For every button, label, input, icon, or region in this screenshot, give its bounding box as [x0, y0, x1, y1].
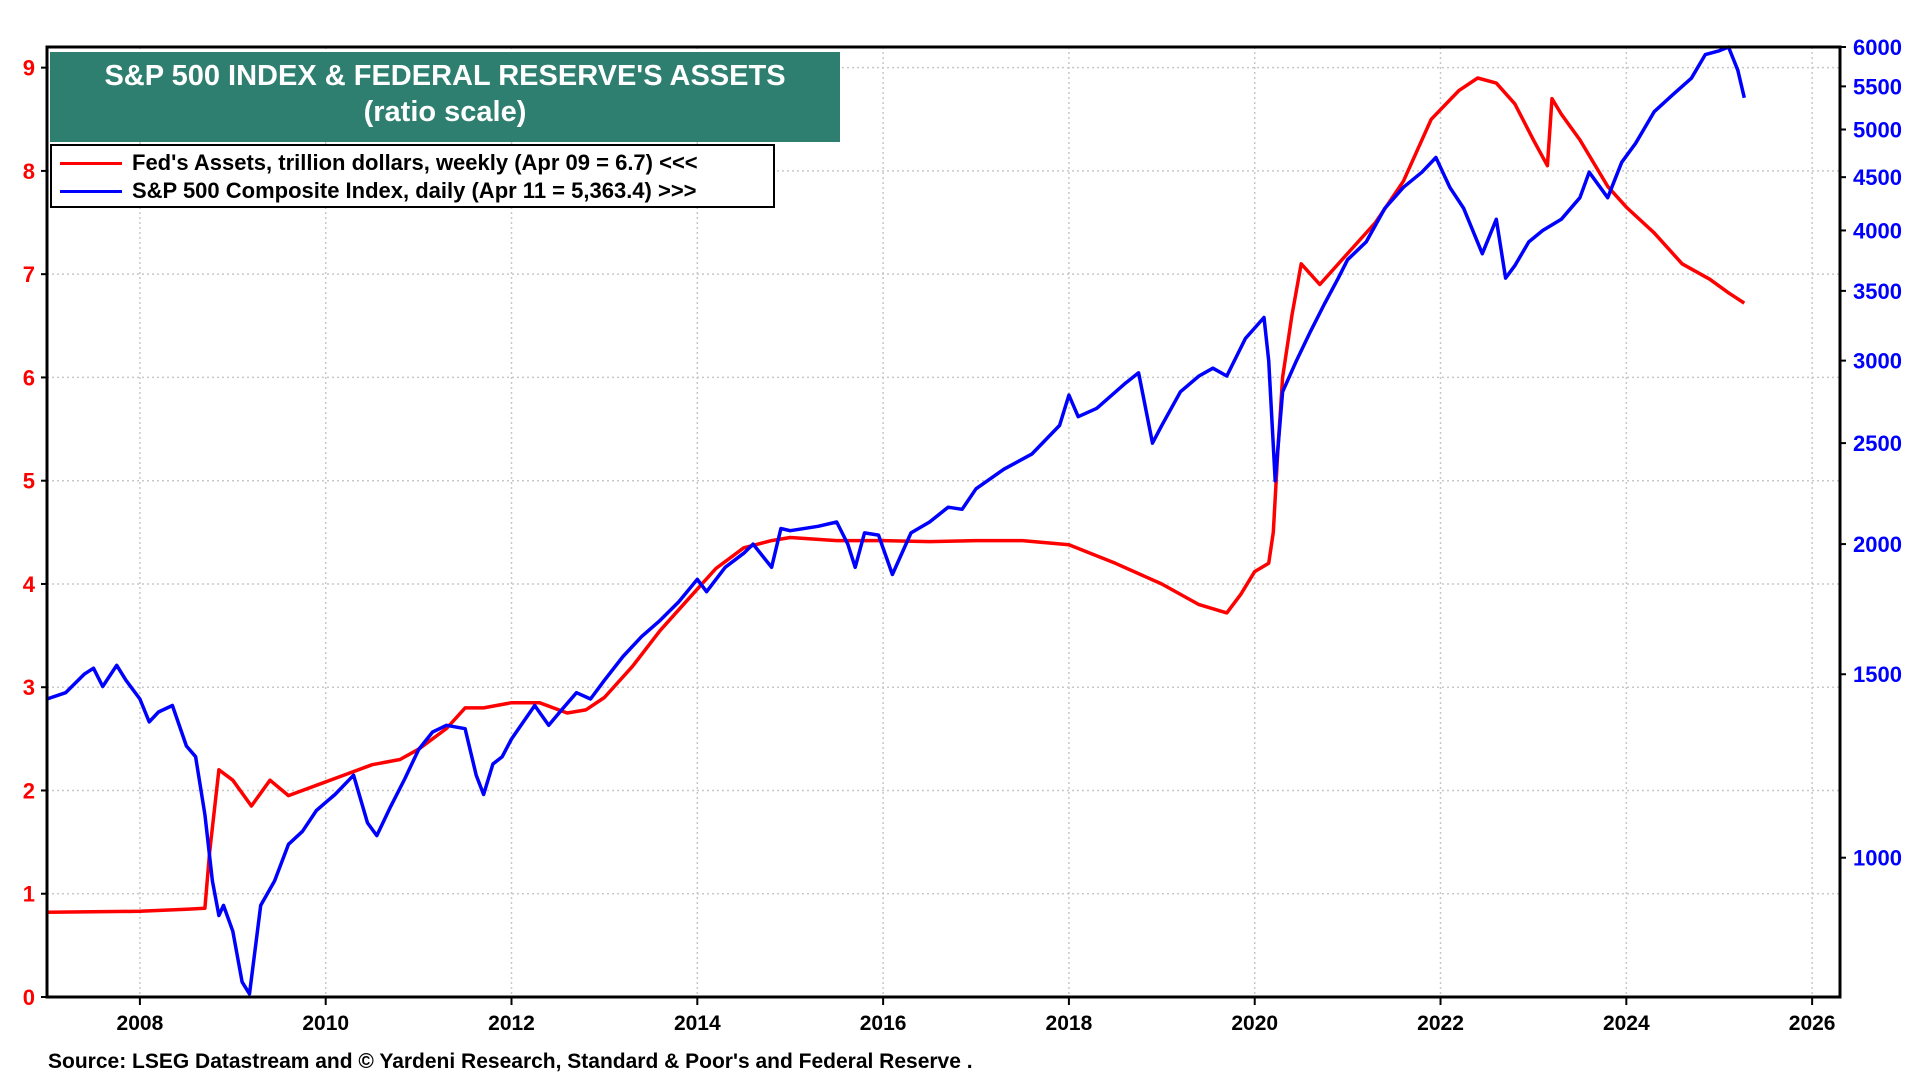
right-tick-label: 1500: [1853, 662, 1902, 687]
series-lines: [46, 45, 1747, 996]
right-tick-label: 2500: [1853, 431, 1902, 456]
legend-label-sp500: S&P 500 Composite Index, daily (Apr 11 =…: [132, 178, 697, 203]
grid-lines: [47, 47, 1840, 998]
chart-subtitle: (ratio scale): [363, 96, 527, 128]
left-tick-label: 1: [23, 882, 35, 907]
x-tick-label: 2008: [117, 1012, 164, 1035]
series-line-fed-assets: [46, 76, 1746, 915]
right-tick-label: 4500: [1853, 165, 1902, 190]
x-tick-label: 2024: [1603, 1012, 1650, 1035]
plot-frame: [45, 45, 1842, 999]
left-axis: 0 1 2 3 4 5 6 7 8 9: [23, 56, 47, 1010]
legend: Fed's Assets, trillion dollars, weekly (…: [50, 144, 775, 208]
chart-title-box: S&P 500 INDEX & FEDERAL RESERVE'S ASSETS…: [50, 52, 840, 142]
source-note: Source: LSEG Datastream and © Yardeni Re…: [48, 1050, 973, 1073]
legend-item-sp500: S&P 500 Composite Index, daily (Apr 11 =…: [60, 177, 697, 205]
left-tick-label: 3: [23, 675, 35, 700]
right-tick-label: 4000: [1853, 218, 1902, 243]
x-axis: 2008 2010 2012 2014 2016 2018 2020 2022 2024 2026: [117, 997, 1836, 1035]
x-tick-label: 2018: [1046, 1012, 1093, 1035]
legend-swatch-sp500: [60, 189, 122, 193]
left-tick-label: 7: [23, 262, 35, 287]
series-line-sp500: [46, 45, 1747, 996]
left-tick-label: 9: [23, 56, 35, 81]
x-tick-label: 2016: [860, 1012, 907, 1035]
right-tick-label: 5000: [1853, 117, 1902, 142]
right-tick-label: 1000: [1853, 846, 1902, 871]
legend-label-fed: Fed's Assets, trillion dollars, weekly (…: [132, 150, 698, 175]
x-tick-label: 2026: [1789, 1012, 1836, 1035]
legend-swatch-fed: [60, 161, 122, 165]
left-tick-label: 0: [23, 985, 35, 1010]
left-tick-label: 2: [23, 778, 35, 803]
right-axis: 1000 1500 2000 2500 3000 3500 4000 4500 5000 5500…: [1840, 35, 1902, 871]
left-tick-label: 6: [23, 365, 35, 390]
right-tick-label: 6000: [1853, 35, 1902, 60]
right-tick-label: 5500: [1853, 74, 1902, 99]
x-tick-label: 2012: [488, 1012, 535, 1035]
right-tick-label: 3000: [1853, 349, 1902, 374]
x-tick-label: 2014: [674, 1012, 721, 1035]
left-tick-label: 4: [23, 572, 36, 597]
x-tick-label: 2022: [1417, 1012, 1464, 1035]
x-tick-label: 2020: [1231, 1012, 1278, 1035]
left-tick-label: 8: [23, 159, 35, 184]
legend-item-fed: Fed's Assets, trillion dollars, weekly (…: [60, 149, 698, 177]
right-tick-label: 2000: [1853, 532, 1902, 557]
x-tick-label: 2010: [302, 1012, 349, 1035]
left-tick-label: 5: [23, 469, 35, 494]
right-tick-label: 3500: [1853, 279, 1902, 304]
chart-title: S&P 500 INDEX & FEDERAL RESERVE'S ASSETS: [104, 60, 786, 92]
